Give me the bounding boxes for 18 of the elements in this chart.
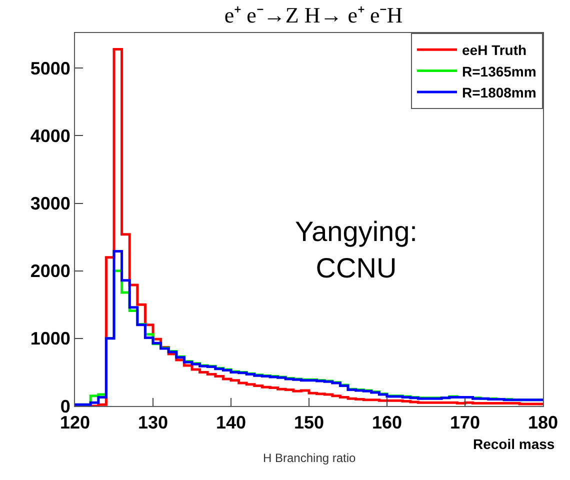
y-tick-label: 3000 [30,194,70,214]
chart-title: e⁺ e⁻→Z H→ e⁺ e⁻H [224,2,403,28]
x-tick-label: 160 [372,412,402,433]
x-tick-label: 130 [138,412,168,433]
x-axis-title: Recoil mass [473,436,555,452]
text: H Branching ratio [263,451,356,465]
y-tick-label: 5000 [30,58,70,78]
y-tick-label: 4000 [30,126,70,146]
x-tick-label: 140 [216,412,246,433]
x-tick-label: 170 [450,412,480,433]
y-tick-label: 1000 [30,328,70,349]
x-tick-label: 180 [528,412,558,433]
x-tick-label: 150 [294,412,324,433]
annotation: Yangying: CCNU [295,216,418,284]
legend-label: R=1808mm [462,84,536,100]
y-tick-label: 2000 [30,261,70,282]
legend-label: eeH Truth [462,42,527,58]
legend-label: R=1365mm [462,63,536,80]
